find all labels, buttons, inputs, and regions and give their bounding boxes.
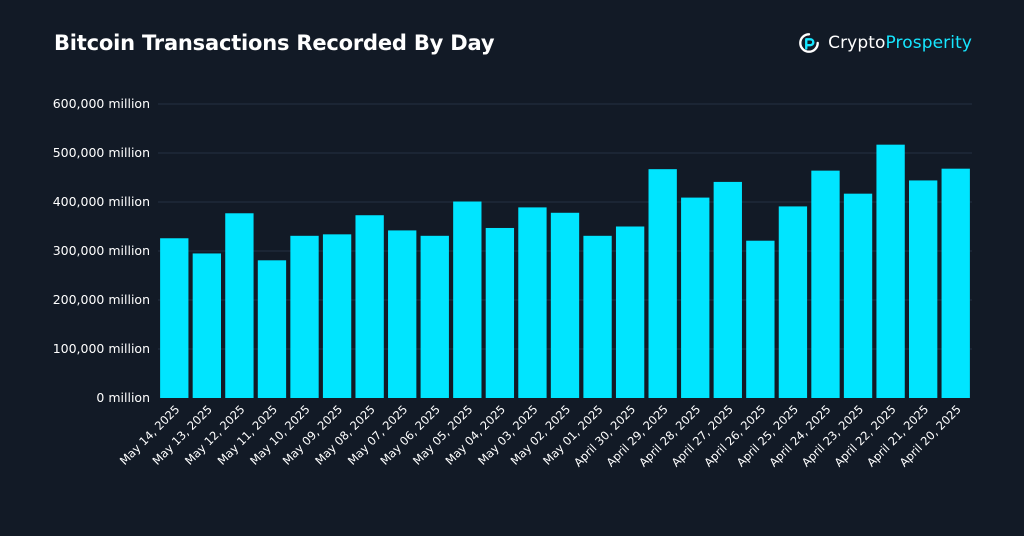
bar — [778, 206, 808, 398]
brand-name: CryptoProsperity — [828, 33, 972, 53]
y-tick-label: 0 million — [96, 390, 150, 405]
bar — [550, 212, 580, 398]
bar — [420, 235, 449, 398]
bar — [257, 260, 287, 398]
bar — [518, 207, 547, 398]
bar — [160, 238, 189, 398]
bar — [941, 168, 970, 398]
bar — [485, 227, 515, 398]
chart-title: Bitcoin Transactions Recorded By Day — [54, 31, 495, 55]
bar — [811, 170, 840, 398]
bar — [615, 226, 645, 398]
bar — [583, 235, 612, 398]
bar — [648, 169, 677, 398]
bars — [160, 144, 970, 398]
bar — [746, 240, 775, 398]
y-tick-label: 300,000 million — [53, 243, 150, 258]
y-tick-label: 600,000 million — [53, 96, 150, 111]
bar — [453, 201, 482, 398]
bar — [843, 193, 873, 398]
y-axis-tick-labels: 0 million 100,000 million 200,000 million 3… — [53, 96, 150, 405]
cryptoprosperity-logo-icon — [799, 33, 819, 53]
y-tick-label: 200,000 million — [53, 292, 150, 307]
bar — [355, 215, 384, 398]
bar — [876, 144, 905, 398]
bar — [713, 181, 742, 398]
brand-name-first: Crypto — [828, 33, 886, 53]
y-tick-label: 100,000 million — [53, 341, 150, 356]
brand-logo: CryptoProsperity — [798, 32, 972, 54]
bar — [192, 253, 222, 398]
y-tick-label: 500,000 million — [53, 145, 150, 160]
bar — [322, 234, 352, 398]
bar — [225, 213, 254, 398]
bar — [388, 230, 417, 398]
bar — [681, 197, 710, 398]
y-tick-label: 400,000 million — [53, 194, 150, 209]
bar — [290, 235, 319, 398]
brand-name-second: Prosperity — [885, 33, 972, 53]
bar — [908, 180, 938, 398]
